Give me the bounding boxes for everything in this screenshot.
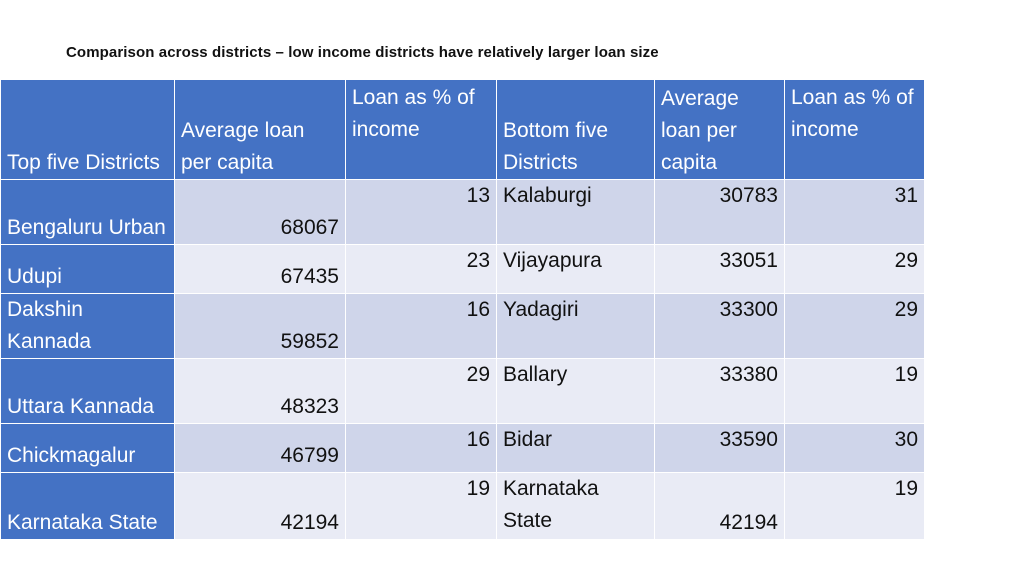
header-bottom-districts: Bottom five Districts — [496, 79, 655, 180]
bottom-avg-loan: 33380 — [654, 358, 785, 424]
bottom-district-name: Vijayapura — [496, 244, 655, 294]
bottom-loan-pct: 30 — [784, 423, 925, 473]
top-loan-pct: 19 — [345, 472, 497, 540]
bottom-avg-loan: 33051 — [654, 244, 785, 294]
bottom-district-name: Yadagiri — [496, 293, 655, 359]
bottom-district-name: Karnataka State — [496, 472, 655, 540]
table-header-row: Top five Districts Average loan per capi… — [0, 79, 925, 180]
top-loan-pct: 16 — [345, 423, 497, 473]
header-top-loan-pct: Loan as % of income — [345, 79, 497, 180]
bottom-loan-pct: 29 — [784, 244, 925, 294]
header-top-avg-loan: Average loan per capita — [174, 79, 346, 180]
top-district-name: Dakshin Kannada — [0, 293, 175, 359]
top-district-name: Udupi — [0, 244, 175, 294]
table-row: Karnataka State 42194 19 Karnataka State… — [0, 472, 925, 540]
top-avg-loan: 48323 — [174, 358, 346, 424]
top-district-name: Bengaluru Urban — [0, 179, 175, 245]
top-district-name: Uttara Kannada — [0, 358, 175, 424]
top-avg-loan: 68067 — [174, 179, 346, 245]
top-avg-loan: 46799 — [174, 423, 346, 473]
top-avg-loan: 59852 — [174, 293, 346, 359]
table-row: Chickmagalur 46799 16 Bidar 33590 30 — [0, 423, 925, 473]
bottom-loan-pct: 19 — [784, 358, 925, 424]
top-avg-loan: 42194 — [174, 472, 346, 540]
header-top-districts: Top five Districts — [0, 79, 175, 180]
bottom-district-name: Ballary — [496, 358, 655, 424]
table-row: Dakshin Kannada 59852 16 Yadagiri 33300 … — [0, 293, 925, 359]
top-loan-pct: 23 — [345, 244, 497, 294]
top-loan-pct: 13 — [345, 179, 497, 245]
table-row: Udupi 67435 23 Vijayapura 33051 29 — [0, 244, 925, 294]
bottom-avg-loan: 33300 — [654, 293, 785, 359]
bottom-district-name: Kalaburgi — [496, 179, 655, 245]
header-bottom-loan-pct: Loan as % of income — [784, 79, 925, 180]
top-district-name: Chickmagalur — [0, 423, 175, 473]
bottom-loan-pct: 31 — [784, 179, 925, 245]
top-loan-pct: 16 — [345, 293, 497, 359]
table-row: Uttara Kannada 48323 29 Ballary 33380 19 — [0, 358, 925, 424]
page-title: Comparison across districts – low income… — [66, 44, 659, 61]
top-district-name: Karnataka State — [0, 472, 175, 540]
district-comparison-table: Top five Districts Average loan per capi… — [0, 79, 925, 540]
bottom-avg-loan: 33590 — [654, 423, 785, 473]
bottom-loan-pct: 29 — [784, 293, 925, 359]
header-bottom-avg-loan: Average loan per capita — [654, 79, 785, 180]
bottom-loan-pct: 19 — [784, 472, 925, 540]
top-avg-loan: 67435 — [174, 244, 346, 294]
bottom-avg-loan: 30783 — [654, 179, 785, 245]
bottom-district-name: Bidar — [496, 423, 655, 473]
top-loan-pct: 29 — [345, 358, 497, 424]
table-row: Bengaluru Urban 68067 13 Kalaburgi 30783… — [0, 179, 925, 245]
bottom-avg-loan: 42194 — [654, 472, 785, 540]
